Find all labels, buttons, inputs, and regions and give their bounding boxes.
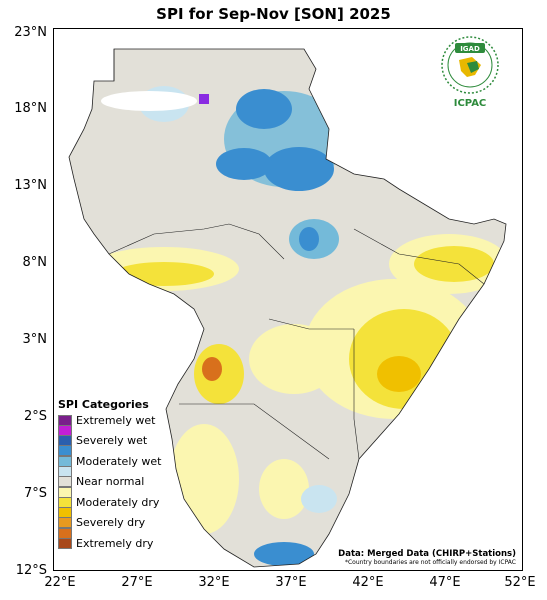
dry-south bbox=[169, 424, 239, 534]
x-label-42e: 42°E bbox=[352, 575, 384, 590]
wet-core-1 bbox=[236, 89, 292, 129]
legend-item: Moderately wet bbox=[58, 454, 162, 468]
purple-patch bbox=[199, 94, 209, 104]
y-label-2s: 2°S bbox=[23, 409, 47, 424]
border-kenya-somalia bbox=[353, 329, 360, 460]
legend-label: Near normal bbox=[76, 475, 145, 489]
legend: SPI Categories Extremely wet Severely wet… bbox=[58, 398, 162, 551]
wet-south bbox=[254, 542, 314, 566]
x-label-47e: 47°E bbox=[429, 575, 461, 590]
legend-label: Extremely wet bbox=[76, 413, 156, 427]
spi-map bbox=[68, 48, 507, 568]
wet-core-2 bbox=[264, 147, 334, 191]
legend-title: SPI Categories bbox=[58, 398, 149, 411]
y-label-18n: 18°N bbox=[14, 101, 47, 116]
x-label-32e: 32°E bbox=[198, 575, 230, 590]
x-label-37e: 37°E bbox=[275, 575, 307, 590]
legend-item: Moderately dry bbox=[58, 495, 161, 509]
border-sudan-southsudan bbox=[108, 223, 285, 260]
legend-item: Severely dry bbox=[58, 516, 161, 530]
y-label-7s: 7°S bbox=[23, 486, 47, 501]
dry-horn-core bbox=[414, 246, 494, 282]
svg-text:IGAD: IGAD bbox=[460, 45, 480, 53]
y-label-8n: 8°N bbox=[22, 255, 48, 270]
wet-south-light bbox=[301, 485, 337, 513]
border-kenya-north bbox=[268, 318, 354, 330]
wet-core-5 bbox=[299, 227, 319, 251]
legend-item: Extremely dry bbox=[58, 537, 161, 551]
x-label-52e: 52°E bbox=[504, 575, 536, 590]
legend-item: Near normal bbox=[58, 475, 161, 489]
igad-icpac-logo: IGAD bbox=[441, 36, 499, 94]
y-label-3n: 3°N bbox=[22, 332, 48, 347]
dry-east-deep bbox=[377, 356, 421, 392]
missing-data bbox=[101, 91, 197, 111]
border-ethiopia-somalia bbox=[353, 228, 485, 285]
legend-label: Severely wet bbox=[76, 434, 148, 448]
border-tanzania bbox=[179, 403, 330, 460]
region-outline bbox=[68, 48, 507, 568]
map-frame bbox=[53, 28, 523, 571]
data-credit: Data: Merged Data (CHIRP+Stations) bbox=[338, 549, 516, 559]
y-label-12s: 12°S bbox=[15, 563, 47, 578]
legend-label: Severely dry bbox=[76, 516, 146, 530]
boundary-disclaimer: *Country boundaries are not officially e… bbox=[344, 559, 516, 566]
legend-label: Moderately dry bbox=[76, 495, 160, 509]
legend-item: Extremely wet bbox=[58, 413, 161, 427]
map-title: SPI for Sep-Nov [SON] 2025 bbox=[156, 5, 391, 23]
icpac-logo-text: ICPAC bbox=[453, 98, 487, 109]
y-label-23n: 23°N bbox=[14, 25, 47, 40]
legend-rows: Extremely wet Severely wet Moderately wet N… bbox=[58, 413, 162, 551]
y-label-13n: 13°N bbox=[14, 178, 47, 193]
wet-core-3 bbox=[216, 148, 272, 180]
dry-center bbox=[249, 324, 339, 394]
legend-label: Extremely dry bbox=[76, 537, 154, 551]
x-label-27e: 27°E bbox=[121, 575, 153, 590]
x-label-22e: 22°E bbox=[44, 575, 76, 590]
legend-swatch bbox=[58, 538, 72, 550]
dry-uganda-core bbox=[202, 357, 222, 381]
legend-label: Moderately wet bbox=[76, 454, 162, 468]
legend-item: Severely wet bbox=[58, 434, 161, 448]
dry-south-2 bbox=[259, 459, 309, 519]
